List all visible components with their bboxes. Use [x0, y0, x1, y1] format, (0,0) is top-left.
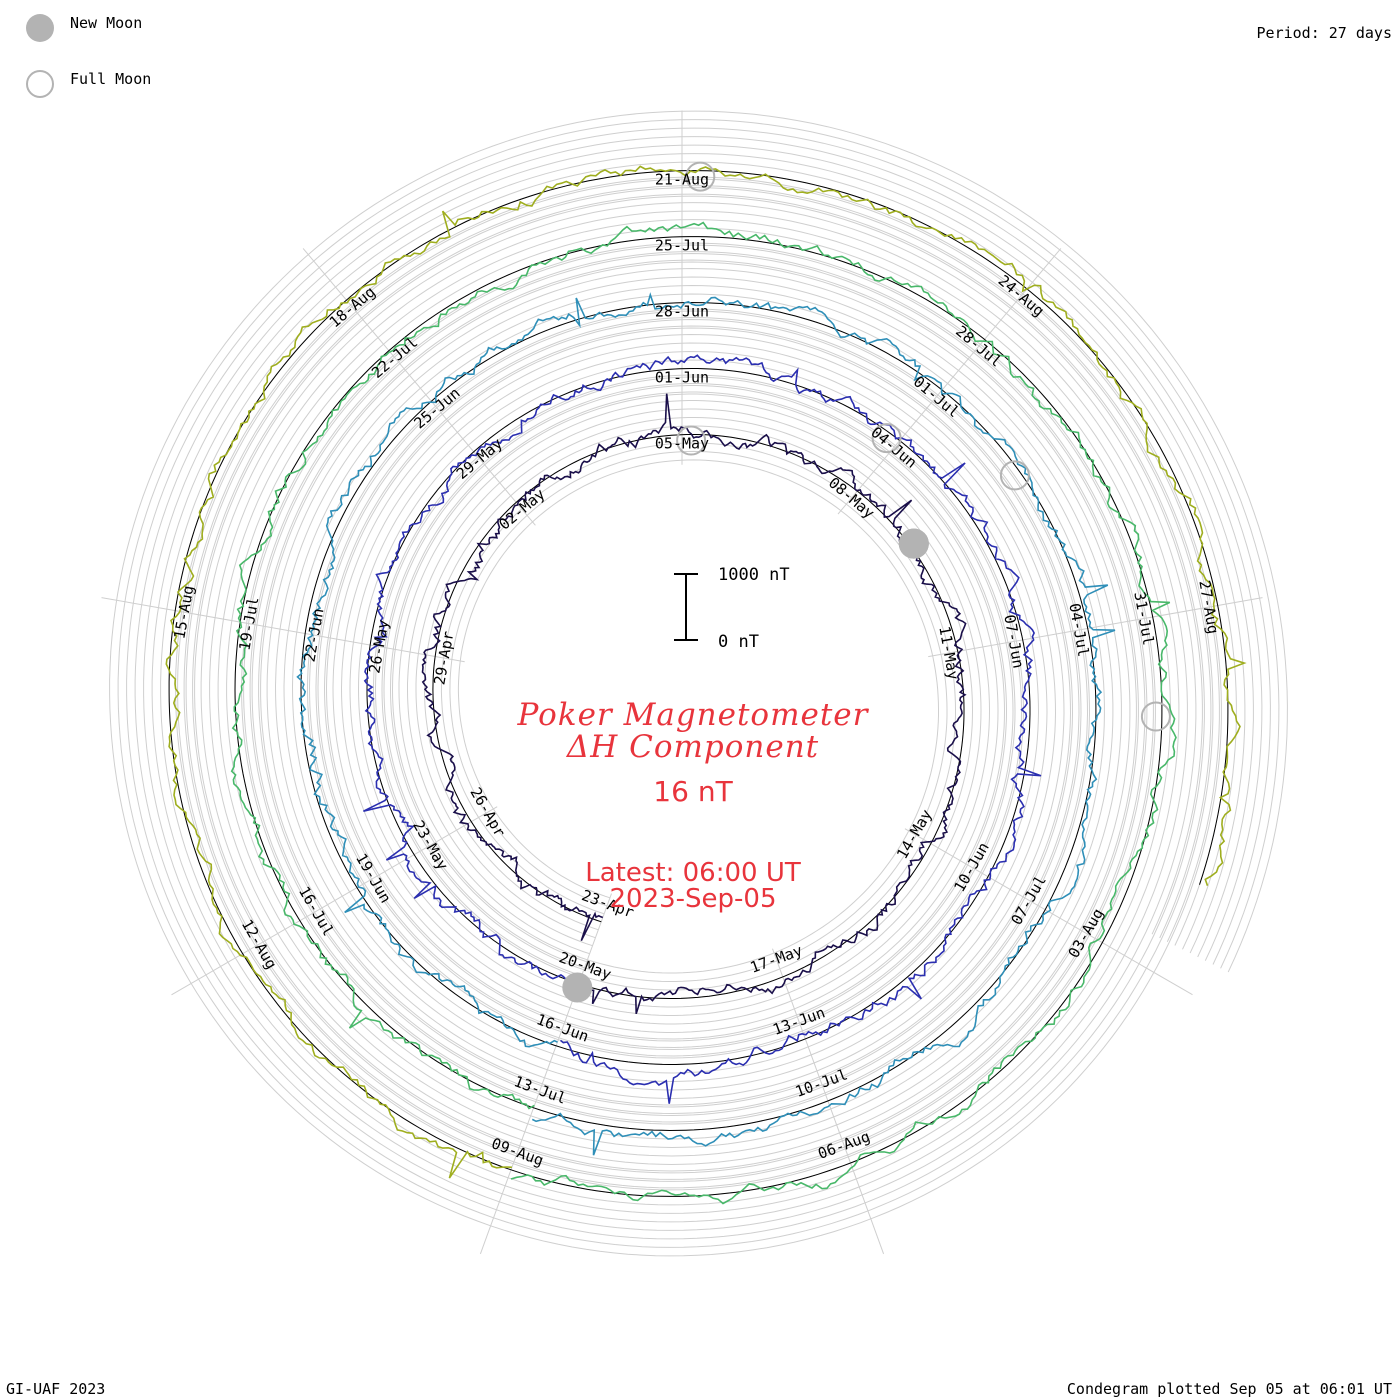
grid-spiral: [185, 187, 1212, 1180]
full-moon-marker: [999, 460, 1030, 491]
date-label: 26-May: [365, 618, 392, 674]
date-label: 29-May: [453, 434, 506, 483]
full-moon-label: Full Moon: [70, 70, 152, 88]
current-value: 16 nT: [653, 775, 733, 808]
chart-subtitle: ΔH Component: [566, 729, 820, 765]
baseline-spiral-path: [168, 170, 1229, 1197]
full-moon-icon: [26, 70, 54, 98]
date-label: 22-Jul: [368, 333, 421, 382]
date-label: 05-May: [655, 435, 709, 453]
day-spoke: [101, 597, 465, 663]
grid-spiral: [177, 178, 1220, 1189]
date-label: 02-May: [495, 485, 548, 534]
scale-bottom-label: 0 nT: [718, 632, 759, 652]
day-spoke: [302, 248, 536, 526]
full-moon-marker: [685, 161, 716, 192]
date-label: 14-May: [893, 806, 936, 862]
date-label: 28-Jun: [655, 303, 709, 321]
grid-spiral: [151, 153, 1246, 1214]
trace-turn-1: [421, 393, 967, 1015]
chart-title: Poker Magnetometer: [517, 697, 869, 733]
trace-turn-4: [230, 221, 1177, 1205]
legend-new-moon: New Moon: [26, 14, 142, 42]
period-label: Period: 27 days: [1256, 24, 1392, 42]
date-label: 31-Jul: [1130, 590, 1157, 646]
date-label: 29-Apr: [430, 630, 457, 686]
full-moon-marker: [1140, 701, 1171, 732]
trace-turn-2: [363, 354, 1042, 1104]
grid-spiral: [160, 161, 1237, 1206]
legend-full-moon: Full Moon: [26, 70, 151, 98]
day-spokes: [101, 110, 1263, 1255]
date-label: 11-May: [935, 625, 962, 681]
date-label: 19-Jul: [235, 595, 262, 651]
date-label: 18-Aug: [326, 283, 379, 332]
day-spoke: [837, 248, 1062, 515]
footer-plotted: Condegram plotted Sep 05 at 06:01 UT: [1066, 1380, 1392, 1398]
date-label: 15-Aug: [170, 584, 197, 640]
trace-turn-5: [165, 165, 1247, 1179]
date-label: 25-Jul: [655, 237, 709, 255]
date-label: 27-Aug: [1195, 579, 1222, 635]
spiral-grid: [109, 110, 1288, 1257]
date-label: 13-Jul: [512, 1072, 569, 1107]
latest-date: 2023-Sep-05: [609, 884, 777, 914]
day-spoke: [928, 597, 1263, 658]
full-moon-marker: [676, 425, 707, 456]
day-spoke: [479, 893, 612, 1255]
full-moon-marker: [871, 423, 902, 454]
new-moon-marker: [562, 972, 593, 1003]
moon-markers: [562, 161, 1171, 1003]
day-spoke: [171, 806, 498, 996]
date-label: 04-Jul: [1065, 602, 1092, 658]
footer-credit: GI-UAF 2023: [6, 1380, 106, 1398]
date-label: 28-Jul: [952, 322, 1005, 371]
date-label: 22-Jun: [300, 607, 327, 663]
trace-turn-3: [296, 292, 1116, 1156]
grid-spiral: [109, 110, 1288, 1257]
scale-top-label: 1000 nT: [718, 565, 790, 585]
new-moon-icon: [26, 14, 54, 42]
new-moon-marker: [898, 528, 929, 559]
date-label: 01-Jun: [655, 369, 709, 387]
date-label: 24-Aug: [995, 271, 1048, 320]
date-label: 21-Aug: [655, 171, 709, 189]
grid-spiral: [134, 136, 1263, 1231]
date-labels: 23-Apr26-Apr29-Apr02-May05-May08-May11-M…: [170, 171, 1222, 1170]
grid-spiral: [126, 127, 1271, 1240]
grid-spiral: [143, 144, 1254, 1223]
latest-time: Latest: 06:00 UT: [585, 858, 801, 888]
scale-bar: 1000 nT 0 nT: [674, 565, 790, 652]
baseline-spiral: [168, 170, 1229, 1197]
grid-spiral: [194, 195, 1203, 1172]
data-traces: [165, 165, 1247, 1205]
date-label: 16-Jun: [534, 1010, 591, 1045]
date-label: 09-Aug: [489, 1134, 546, 1169]
new-moon-label: New Moon: [70, 14, 143, 32]
grid-spiral: [117, 119, 1280, 1248]
